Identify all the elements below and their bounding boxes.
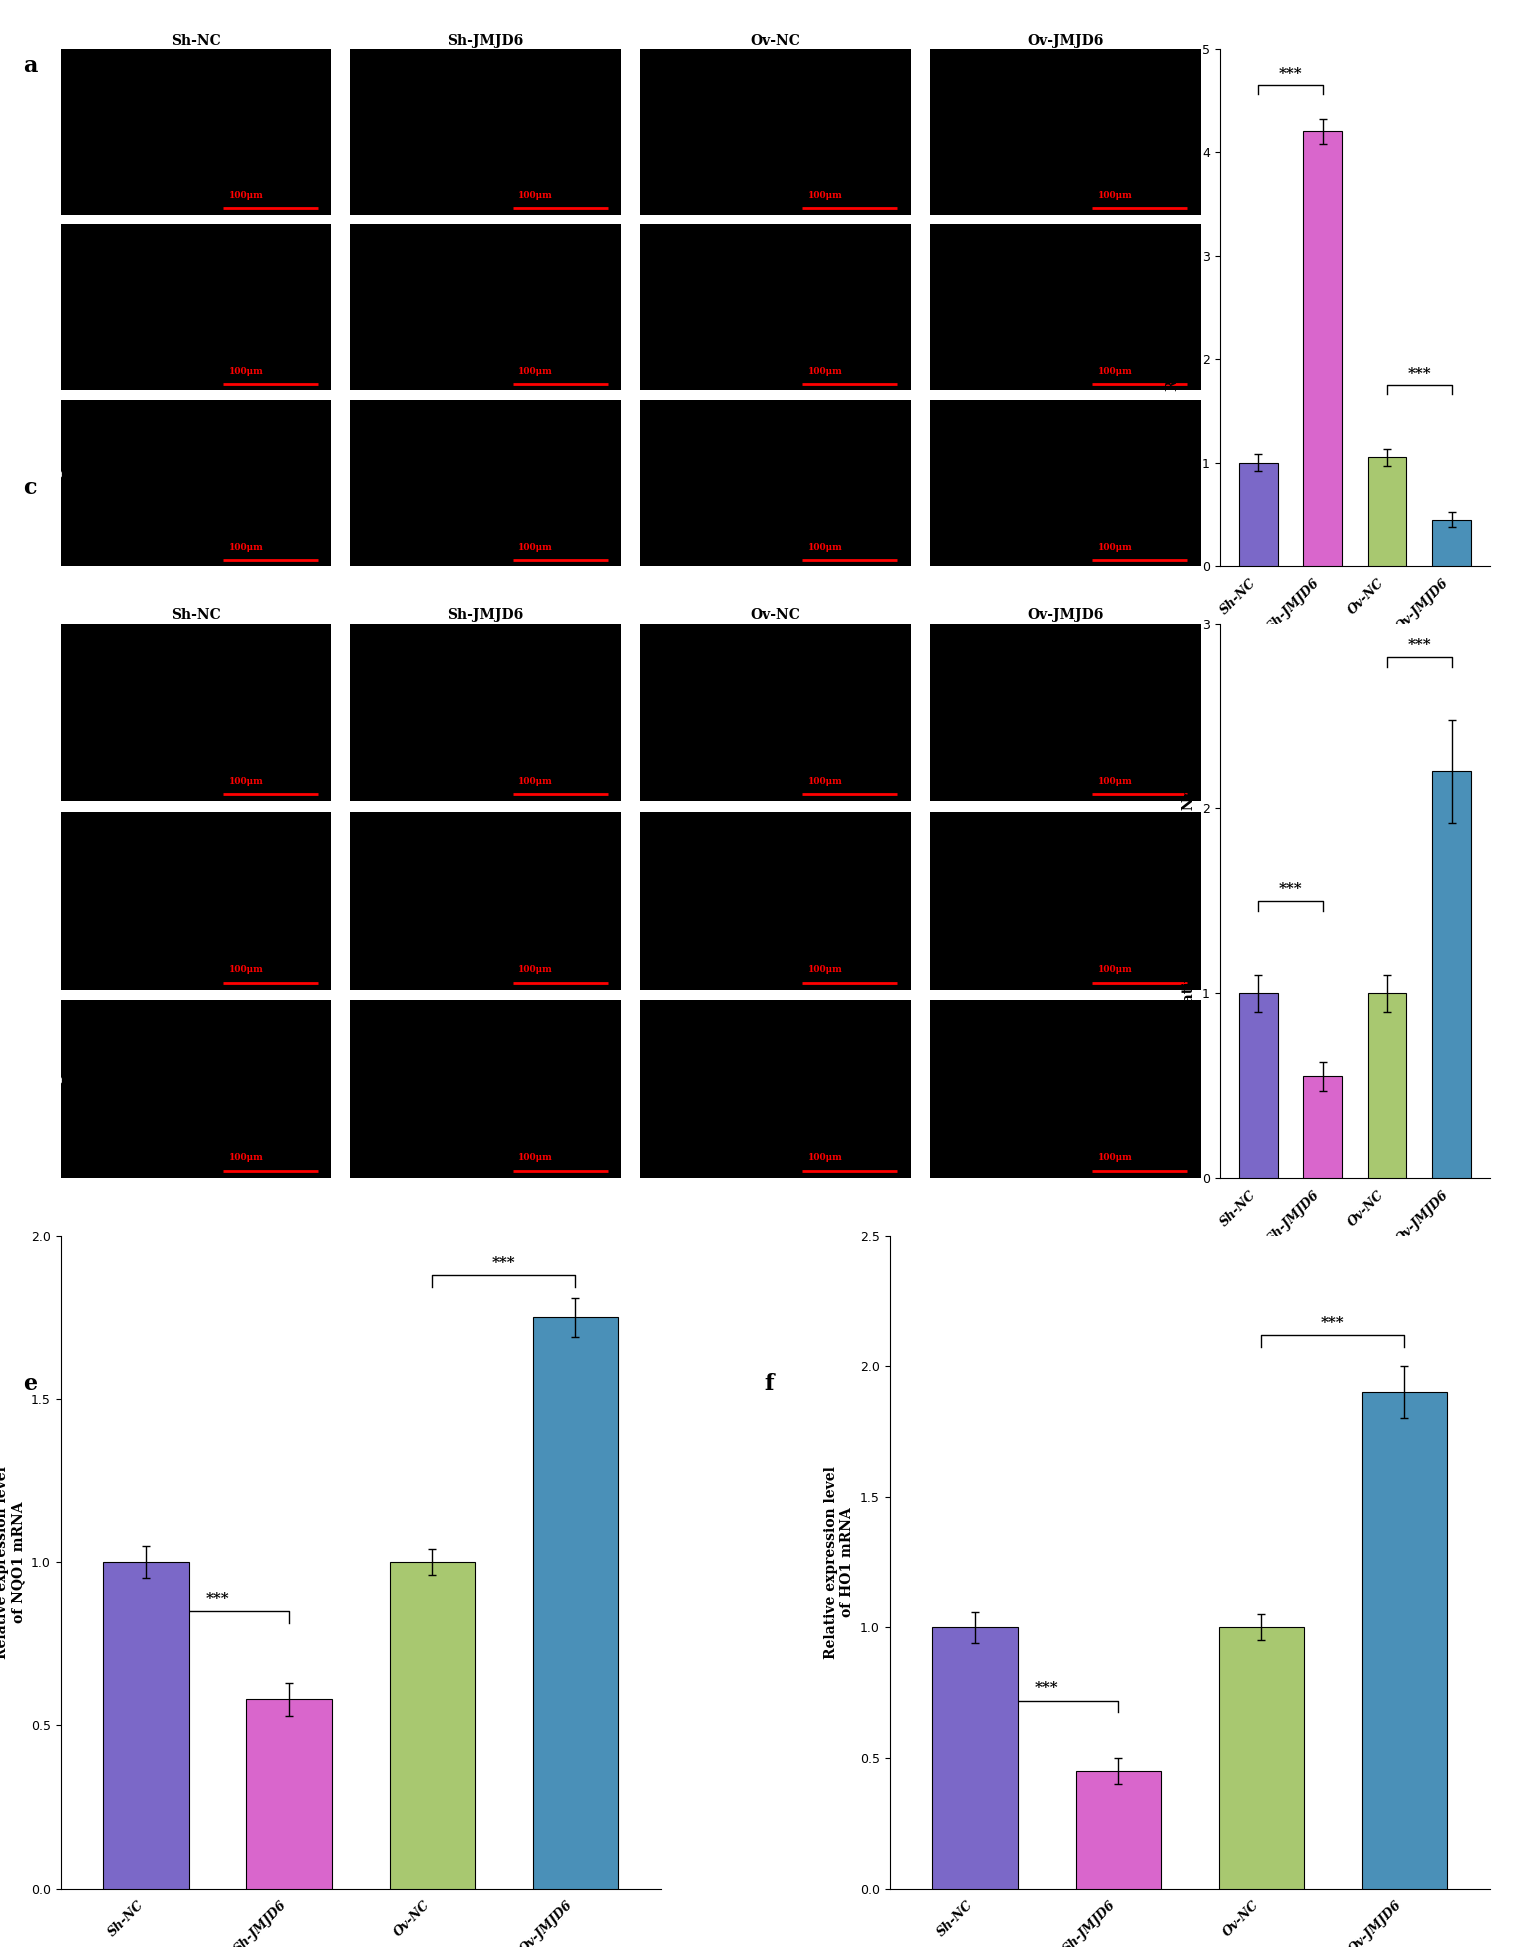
Text: 100μm: 100μm	[1097, 191, 1132, 201]
Title: Sh-JMJD6: Sh-JMJD6	[448, 33, 523, 47]
Text: a: a	[23, 55, 38, 76]
Text: 100μm: 100μm	[228, 1153, 263, 1162]
Y-axis label: Hoechst: Hoechst	[48, 275, 62, 339]
Title: Ov-NC: Ov-NC	[750, 609, 800, 623]
Text: 100μm: 100μm	[808, 1153, 843, 1162]
Text: 100μm: 100μm	[808, 191, 843, 201]
Text: 100μm: 100μm	[808, 366, 843, 376]
Text: 100μm: 100μm	[808, 777, 843, 785]
Text: 100μm: 100μm	[517, 543, 552, 551]
Bar	[1433, 771, 1471, 1178]
Bar	[1239, 993, 1277, 1178]
Text: c: c	[23, 477, 36, 498]
Y-axis label: DAPI: DAPI	[48, 880, 62, 921]
Title: Ov-NC: Ov-NC	[750, 33, 800, 47]
Text: d: d	[953, 477, 968, 498]
Text: ***: ***	[492, 1256, 516, 1269]
Text: ***: ***	[1407, 366, 1431, 382]
Y-axis label: ROS: ROS	[48, 115, 62, 148]
Text: 100μm: 100μm	[228, 777, 263, 785]
Text: 100μm: 100μm	[1097, 543, 1132, 551]
Bar	[1368, 993, 1407, 1178]
Bar	[1076, 1772, 1162, 1889]
Text: ***: ***	[1278, 66, 1303, 80]
Text: 100μm: 100μm	[808, 966, 843, 974]
Y-axis label: Relative fluorescence
intensity of ROS: Relative fluorescence intensity of ROS	[1167, 224, 1197, 391]
Text: 100μm: 100μm	[1097, 966, 1132, 974]
Text: 100μm: 100μm	[517, 191, 552, 201]
Text: 100μm: 100μm	[517, 366, 552, 376]
Bar	[389, 1561, 475, 1889]
Bar	[1239, 463, 1277, 567]
Y-axis label: Merge: Merge	[48, 1065, 62, 1114]
Bar	[1433, 520, 1471, 567]
Text: f: f	[764, 1373, 773, 1394]
Text: b: b	[953, 55, 968, 76]
Bar	[1368, 458, 1407, 567]
Text: ***: ***	[206, 1593, 230, 1606]
Text: 100μm: 100μm	[228, 543, 263, 551]
Text: 100μm: 100μm	[1097, 777, 1132, 785]
Bar	[103, 1561, 189, 1889]
Bar	[1218, 1628, 1304, 1889]
Bar	[1303, 1077, 1342, 1178]
Text: ***: ***	[1321, 1316, 1345, 1330]
Text: ***: ***	[1407, 639, 1431, 652]
Text: e: e	[23, 1373, 36, 1394]
Y-axis label: Relative expression level
of NQO1 mRNA: Relative expression level of NQO1 mRNA	[0, 1466, 26, 1659]
Text: 100μm: 100μm	[808, 543, 843, 551]
Text: 100μm: 100μm	[1097, 1153, 1132, 1162]
Title: Sh-JMJD6: Sh-JMJD6	[448, 609, 523, 623]
Text: ***: ***	[1035, 1682, 1059, 1696]
Title: Ov-JMJD6: Ov-JMJD6	[1027, 609, 1103, 623]
Title: Sh-NC: Sh-NC	[171, 609, 221, 623]
Bar	[533, 1318, 619, 1889]
Text: 100μm: 100μm	[517, 966, 552, 974]
Text: 100μm: 100μm	[228, 191, 263, 201]
Y-axis label: Merge: Merge	[48, 458, 62, 508]
Text: 100μm: 100μm	[228, 366, 263, 376]
Text: 100μm: 100μm	[1097, 366, 1132, 376]
Bar	[1303, 132, 1342, 567]
Y-axis label: Nrf2: Nrf2	[48, 695, 62, 730]
Y-axis label: Relative expression level
of HO1 mRNA: Relative expression level of HO1 mRNA	[825, 1466, 855, 1659]
Title: Sh-NC: Sh-NC	[171, 33, 221, 47]
Text: 100μm: 100μm	[228, 966, 263, 974]
Bar	[932, 1628, 1018, 1889]
Text: ***: ***	[1278, 882, 1303, 896]
Text: 100μm: 100μm	[517, 1153, 552, 1162]
Title: Ov-JMJD6: Ov-JMJD6	[1027, 33, 1103, 47]
Bar	[1362, 1392, 1448, 1889]
Bar	[247, 1700, 333, 1889]
Y-axis label: Relative expression level of Nrf2: Relative expression level of Nrf2	[1182, 775, 1197, 1028]
Text: 100μm: 100μm	[517, 777, 552, 785]
